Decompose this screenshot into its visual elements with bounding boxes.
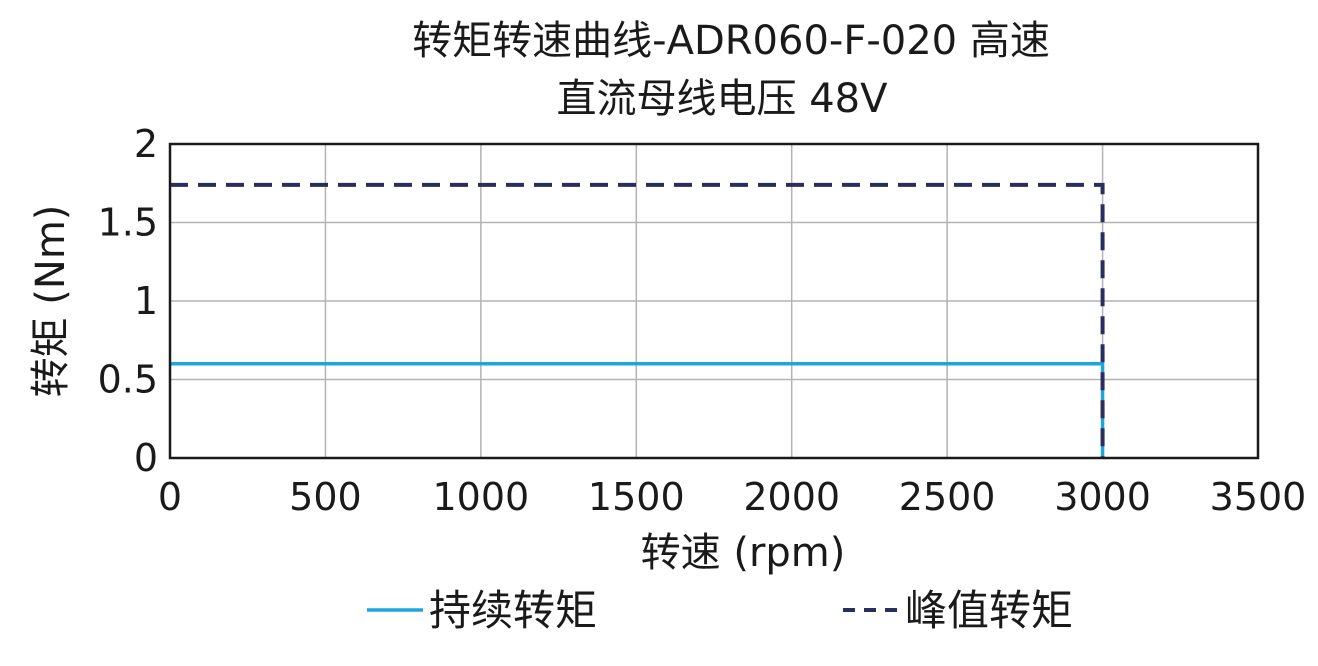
y-tick-label: 1 [134,279,158,323]
x-axis-label: 转速 (rpm) [641,530,846,576]
chart-title: 转矩转速曲线-ADR060-F-020 高速 [412,18,1050,64]
y-tick-labels: 0 0.5 1 1.5 2 [98,122,158,480]
x-tick-label: 3000 [1054,475,1151,519]
x-tick-label: 1500 [588,475,685,519]
chart-subtitle: 直流母线电压 48V [557,76,889,122]
grid-lines [170,144,1258,458]
legend-label-2: 峰值转矩 [905,586,1073,635]
x-tick-label: 0 [158,475,182,519]
y-tick-label: 0 [134,436,158,480]
y-axis-label: 转矩 (Nm) [28,205,74,398]
y-tick-label: 2 [134,122,158,166]
y-tick-label: 1.5 [98,201,158,245]
x-tick-label: 500 [289,475,362,519]
series-line-1 [170,362,1105,458]
series-lines [170,182,1105,458]
x-tick-label: 1000 [432,475,529,519]
legend-label-1: 持续转矩 [429,586,597,635]
plot-frame [168,142,1260,460]
legend: 持续转矩 峰值转矩 [367,586,1073,635]
x-tick-labels: 0 500 1000 1500 2000 2500 3000 3500 [158,475,1306,519]
y-tick-label: 0.5 [98,358,158,402]
x-tick-label: 2000 [743,475,840,519]
x-tick-label: 3500 [1210,475,1307,519]
series-line-2 [170,182,1105,458]
x-tick-label: 2500 [899,475,996,519]
